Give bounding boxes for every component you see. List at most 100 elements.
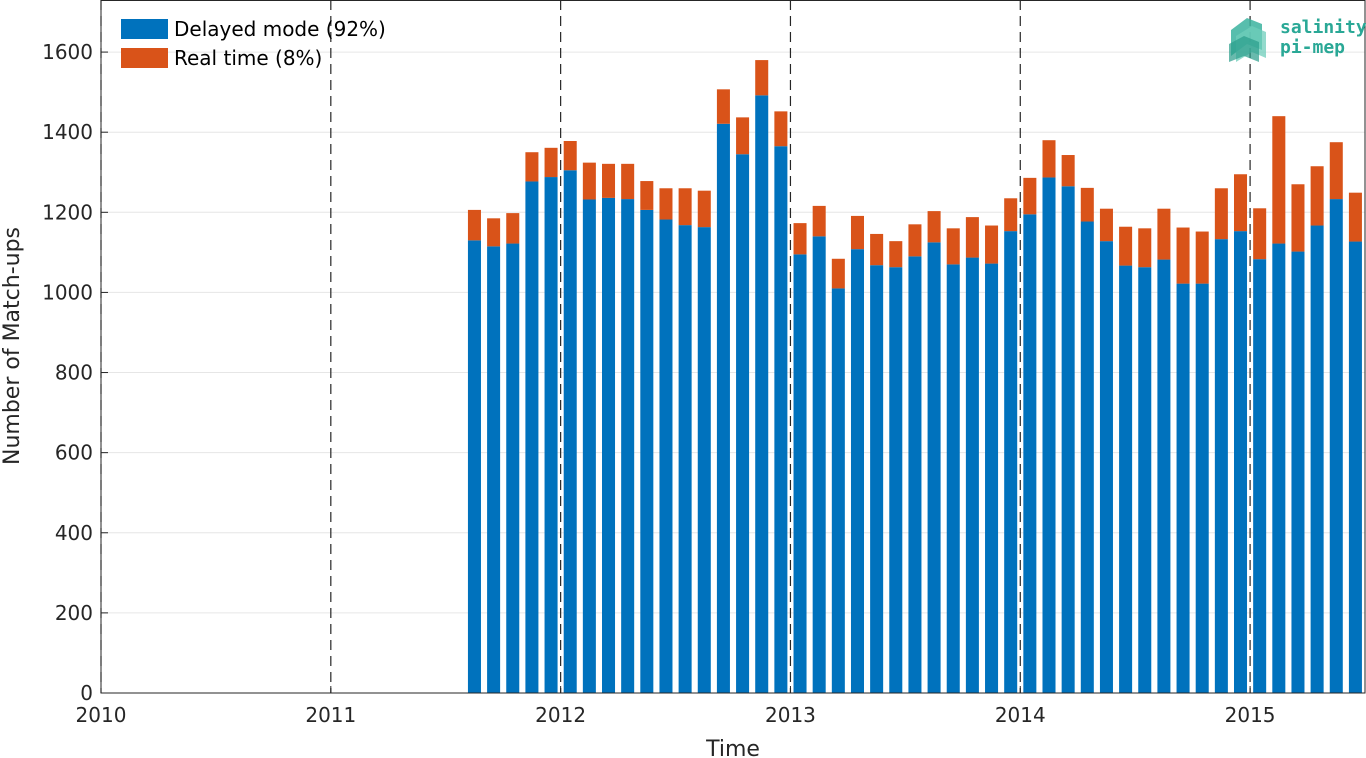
legend-swatch-delayed — [121, 19, 168, 39]
bar-delayed-mode — [563, 170, 577, 693]
gridlines — [101, 51, 1365, 614]
salinity-pimep-logo: salinity pi-mep — [1229, 17, 1366, 62]
bar-delayed-mode — [812, 236, 826, 693]
y-tick-label: 200 — [55, 601, 93, 625]
bar-real-time — [870, 233, 884, 266]
bar-delayed-mode — [621, 199, 635, 693]
bar-delayed-mode — [1080, 221, 1094, 693]
bar-delayed-mode — [544, 177, 558, 694]
bar-delayed-mode — [602, 197, 616, 693]
bar-delayed-mode — [1061, 186, 1075, 693]
bar-delayed-mode — [850, 249, 864, 693]
x-tick-label: 2011 — [305, 703, 356, 727]
bar-real-time — [946, 228, 960, 265]
bar-real-time — [1080, 187, 1094, 222]
bar-real-time — [1157, 208, 1171, 260]
bar-delayed-mode — [1099, 241, 1113, 693]
bar-real-time — [1253, 208, 1267, 260]
bar-delayed-mode — [1138, 267, 1152, 693]
y-tick-label: 1000 — [42, 280, 93, 304]
bar-real-time — [1234, 174, 1248, 232]
bar-real-time — [506, 213, 520, 244]
bar-delayed-mode — [716, 123, 730, 693]
bar-delayed-mode — [697, 227, 711, 693]
bar-delayed-mode — [1272, 243, 1286, 693]
bar-real-time — [1291, 184, 1305, 252]
bar-real-time — [467, 209, 481, 241]
bar-delayed-mode — [1329, 199, 1343, 693]
bar-real-time — [1348, 192, 1362, 242]
bar-delayed-mode — [1253, 259, 1267, 693]
bar-real-time — [678, 188, 692, 226]
legend: Delayed mode (92%) Real time (8%) — [121, 17, 386, 70]
y-tick-label: 1600 — [42, 40, 93, 64]
bar-delayed-mode — [467, 240, 481, 694]
bar-delayed-mode — [506, 243, 520, 693]
x-tick-label: 2013 — [765, 703, 816, 727]
bar-real-time — [487, 218, 501, 247]
bar-real-time — [889, 241, 903, 268]
bar-real-time — [1061, 155, 1075, 187]
bar-real-time — [697, 190, 711, 228]
bar-delayed-mode — [582, 199, 596, 693]
bar-delayed-mode — [1176, 283, 1190, 693]
legend-swatch-realtime — [121, 48, 168, 68]
bar-real-time — [831, 258, 845, 289]
bar-real-time — [621, 163, 635, 200]
bar-delayed-mode — [831, 288, 845, 693]
bar-real-time — [793, 223, 807, 255]
bar-real-time — [755, 60, 769, 96]
bar-real-time — [602, 163, 616, 198]
bar-real-time — [1004, 198, 1018, 232]
bar-real-time — [1119, 226, 1133, 266]
bar-real-time — [1329, 142, 1343, 200]
bar-real-time — [1195, 231, 1209, 284]
legend-label-delayed: Delayed mode (92%) — [174, 17, 386, 41]
bar-delayed-mode — [908, 256, 922, 693]
bar-delayed-mode — [946, 264, 960, 693]
bar-delayed-mode — [1042, 177, 1056, 694]
y-tick-label: 1200 — [42, 200, 93, 224]
x-tick-label: 2015 — [1225, 703, 1276, 727]
x-tick-label: 2012 — [535, 703, 586, 727]
bar-real-time — [640, 181, 654, 210]
x-tick-label: 2014 — [995, 703, 1046, 727]
bar-delayed-mode — [985, 263, 999, 693]
bar-real-time — [659, 188, 673, 220]
bar-delayed-mode — [774, 146, 788, 693]
plot-frame — [100, 0, 1366, 694]
bar-delayed-mode — [965, 257, 979, 693]
bar-real-time — [544, 147, 558, 178]
bar-delayed-mode — [678, 225, 692, 693]
bar-delayed-mode — [1004, 231, 1018, 693]
wave-logo-icon — [1229, 18, 1266, 62]
logo-text-salinity: salinity — [1280, 17, 1366, 38]
bar-delayed-mode — [755, 95, 769, 693]
bar-real-time — [985, 225, 999, 264]
bar-delayed-mode — [487, 246, 501, 694]
bar-delayed-mode — [870, 265, 884, 693]
bar-delayed-mode — [927, 242, 941, 693]
bar-real-time — [850, 215, 864, 250]
bar-delayed-mode — [1195, 283, 1209, 693]
bar-real-time — [736, 117, 750, 155]
y-tick-label: 0 — [80, 681, 93, 705]
bar-real-time — [965, 217, 979, 258]
bar-delayed-mode — [793, 254, 807, 693]
bar-delayed-mode — [1157, 259, 1171, 693]
bar-delayed-mode — [525, 181, 539, 693]
y-tick-label: 800 — [55, 361, 93, 385]
bar-real-time — [927, 211, 941, 243]
y-tick-label: 600 — [55, 441, 93, 465]
bar-real-time — [563, 141, 577, 171]
bar-delayed-mode — [889, 267, 903, 693]
bar-real-time — [908, 224, 922, 257]
bar-delayed-mode — [736, 154, 750, 694]
x-tick-label: 2010 — [76, 703, 127, 727]
legend-label-realtime: Real time (8%) — [174, 46, 322, 70]
bar-real-time — [1042, 140, 1056, 178]
bar-real-time — [1272, 116, 1286, 244]
bar-real-time — [1214, 188, 1228, 240]
y-tick-label: 400 — [55, 521, 93, 545]
